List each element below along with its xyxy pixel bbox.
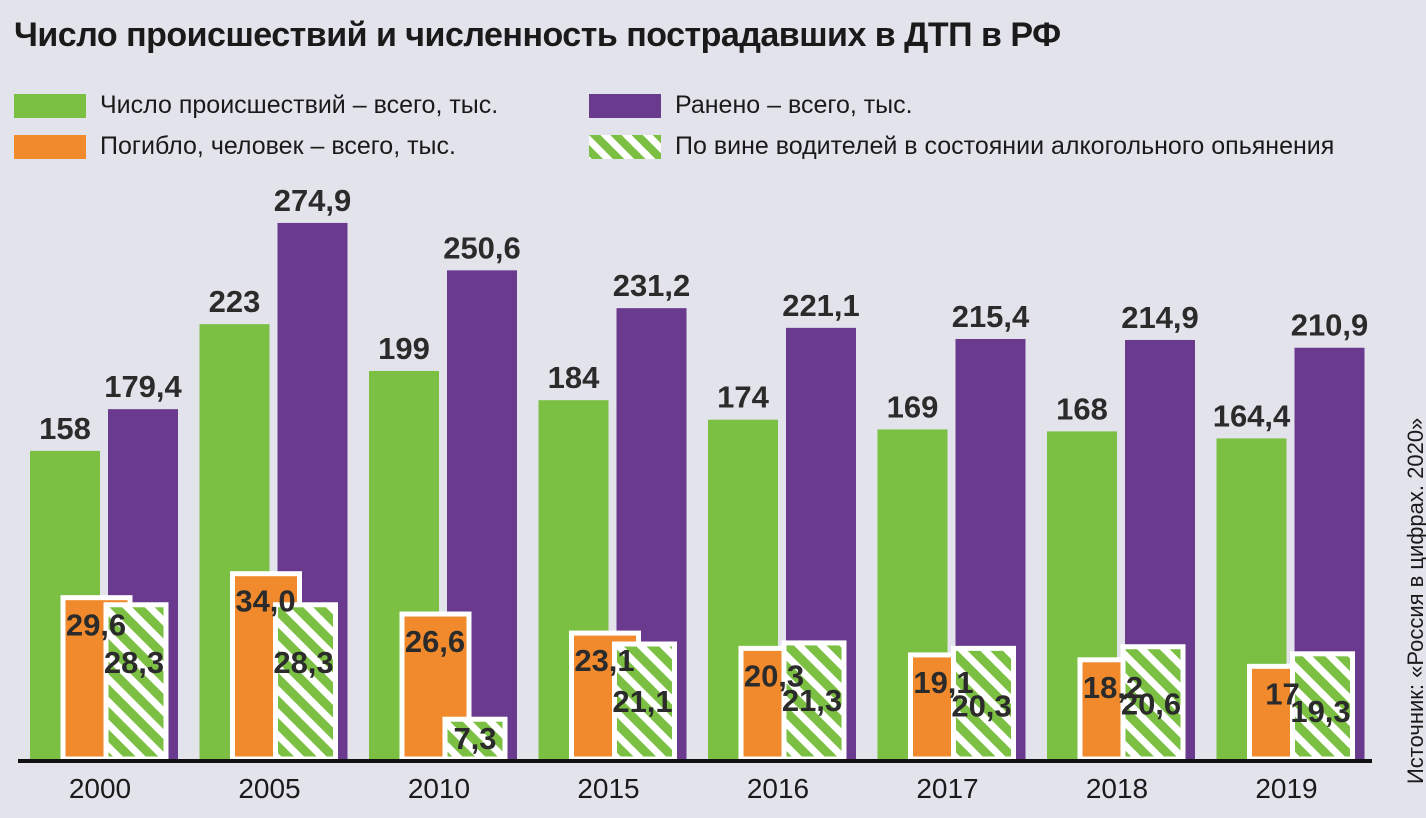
bar-killed-2010 — [399, 611, 472, 762]
legend-item-killed: Погибло, человек – всего, тыс. — [14, 132, 456, 161]
label-injured-2016: 221,1 — [782, 288, 860, 323]
label-injured-2015: 231,2 — [613, 268, 691, 303]
label-injured-2017: 215,4 — [952, 299, 1030, 334]
label-drunk-drivers-2019: 19,3 — [1290, 694, 1350, 729]
label-killed-2010: 26,6 — [405, 624, 465, 659]
legend-item-accidents: Число происшествий – всего, тыс. — [14, 91, 498, 120]
bar-drunk-drivers-2017 — [951, 645, 1016, 762]
chart-title: Число происшествий и численность пострад… — [14, 16, 1061, 54]
label-killed-2000: 29,6 — [66, 608, 126, 643]
legend-label-drunk-drivers: По вине водителей в состоянии алкогольно… — [675, 132, 1335, 160]
label-accidents-2018: 168 — [1056, 391, 1108, 426]
x-tick-label-2018: 2018 — [1086, 773, 1148, 804]
legend-item-drunk-drivers: По вине водителей в состоянии алкогольно… — [589, 132, 1334, 161]
label-drunk-drivers-2017: 20,3 — [951, 688, 1011, 723]
bar-drunk-drivers-2010 — [442, 716, 508, 762]
legend-label-killed: Погибло, человек – всего, тыс. — [100, 132, 456, 160]
legend-swatch-injured — [589, 93, 661, 118]
legend-swatch-drunk-drivers — [589, 134, 661, 159]
bar-chart: 158179,429,628,3223274,934,028,3199250,6… — [18, 183, 1372, 804]
label-drunk-drivers-2005: 28,3 — [273, 645, 333, 680]
legend-label-injured: Ранено – всего, тыс. — [675, 91, 913, 119]
bar-drunk-drivers-2019 — [1290, 651, 1355, 762]
legend-swatch-accidents — [14, 93, 86, 118]
label-accidents-2015: 184 — [548, 360, 600, 395]
label-drunk-drivers-2018: 20,6 — [1121, 687, 1181, 722]
bar-drunk-drivers-2018 — [1120, 644, 1186, 762]
label-injured-2000: 179,4 — [104, 369, 182, 404]
label-accidents-2010: 199 — [378, 331, 430, 366]
label-killed-2017: 19,1 — [913, 665, 973, 700]
bar-drunk-drivers-2005 — [273, 602, 338, 762]
label-drunk-drivers-2000: 28,3 — [104, 645, 164, 680]
x-tick-label-2010: 2010 — [408, 773, 470, 804]
source-note: Источник: «Россия в цифрах. 2020» — [1403, 417, 1426, 784]
label-injured-2005: 274,9 — [274, 183, 352, 218]
label-killed-2018: 18,2 — [1083, 670, 1143, 705]
legend-item-injured: Ранено – всего, тыс. — [589, 91, 913, 120]
label-accidents-2016: 174 — [717, 380, 769, 415]
label-drunk-drivers-2016: 21,3 — [782, 683, 842, 718]
label-injured-2019: 210,9 — [1291, 308, 1369, 343]
label-accidents-2017: 169 — [887, 389, 939, 424]
x-tick-label-2019: 2019 — [1255, 773, 1317, 804]
legend-label-accidents: Число происшествий – всего, тыс. — [100, 91, 499, 119]
bar-drunk-drivers-2000 — [103, 602, 169, 762]
label-injured-2018: 214,9 — [1121, 300, 1199, 335]
label-drunk-drivers-2010: 7,3 — [453, 721, 496, 756]
label-accidents-2000: 158 — [39, 411, 91, 446]
x-tick-label-2000: 2000 — [69, 773, 131, 804]
legend-swatch-killed — [14, 134, 86, 159]
x-tick-label-2015: 2015 — [577, 773, 639, 804]
label-killed-2015: 23,1 — [574, 643, 634, 678]
label-killed-2019: 17 — [1265, 676, 1299, 711]
label-drunk-drivers-2015: 21,1 — [612, 684, 672, 719]
label-accidents-2005: 223 — [209, 284, 261, 319]
bar-drunk-drivers-2016 — [781, 640, 847, 762]
label-accidents-2019: 164,4 — [1213, 398, 1291, 433]
x-tick-label-2017: 2017 — [916, 773, 978, 804]
x-tick-label-2005: 2005 — [238, 773, 300, 804]
label-injured-2010: 250,6 — [443, 230, 521, 265]
label-killed-2005: 34,0 — [235, 584, 295, 619]
x-tick-label-2016: 2016 — [747, 773, 809, 804]
label-killed-2016: 20,3 — [744, 658, 804, 693]
